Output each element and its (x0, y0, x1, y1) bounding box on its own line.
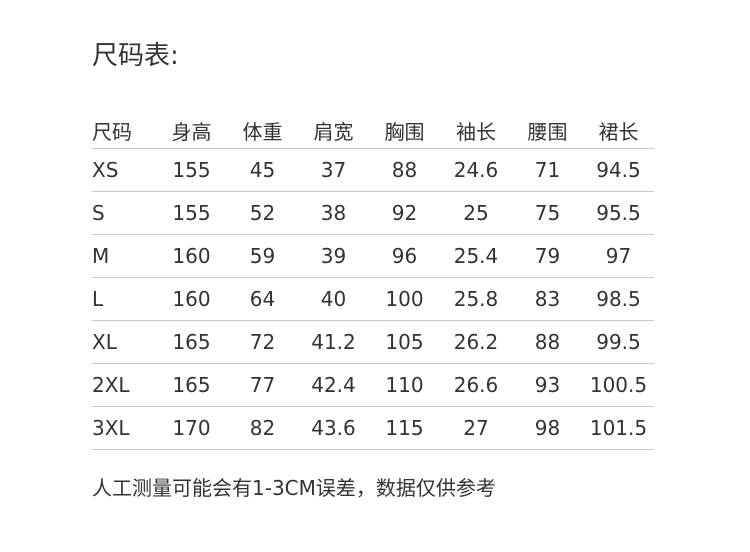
cell-shoulder-width: 43.6 (298, 406, 369, 450)
cell-bust: 100 (369, 277, 440, 321)
cell-weight: 77 (227, 363, 298, 407)
cell-height: 165 (156, 363, 227, 407)
cell-skirt-length: 99.5 (583, 320, 654, 364)
cell-size: XL (92, 320, 156, 364)
cell-skirt-length: 97 (583, 234, 654, 278)
table-row: S 155 52 38 92 25 75 95.5 (92, 191, 654, 235)
cell-skirt-length: 98.5 (583, 277, 654, 321)
cell-height: 155 (156, 148, 227, 192)
cell-bust: 88 (369, 148, 440, 192)
cell-weight: 72 (227, 320, 298, 364)
table-row: 2XL 165 77 42.4 110 26.6 93 100.5 (92, 363, 654, 407)
cell-shoulder-width: 41.2 (298, 320, 369, 364)
cell-bust: 92 (369, 191, 440, 235)
col-header-weight: 体重 (227, 112, 298, 149)
page-title: 尺码表: (92, 41, 179, 71)
cell-sleeve-length: 25.4 (440, 234, 512, 278)
cell-skirt-length: 101.5 (583, 406, 654, 450)
cell-bust: 96 (369, 234, 440, 278)
col-header-size: 尺码 (92, 112, 156, 149)
cell-size: M (92, 234, 156, 278)
cell-skirt-length: 100.5 (583, 363, 654, 407)
cell-bust: 115 (369, 406, 440, 450)
cell-weight: 52 (227, 191, 298, 235)
cell-shoulder-width: 39 (298, 234, 369, 278)
cell-weight: 64 (227, 277, 298, 321)
measurement-disclaimer: 人工测量可能会有1-3CM误差，数据仅供参考 (92, 476, 496, 500)
cell-shoulder-width: 38 (298, 191, 369, 235)
cell-height: 165 (156, 320, 227, 364)
cell-weight: 82 (227, 406, 298, 450)
size-table: 尺码 身高 体重 肩宽 胸围 袖长 腰围 裙长 XS 155 45 37 88 … (92, 112, 654, 450)
col-header-sleeve-length: 袖长 (440, 112, 512, 149)
cell-waist: 79 (512, 234, 583, 278)
cell-sleeve-length: 26.6 (440, 363, 512, 407)
table-row: XS 155 45 37 88 24.6 71 94.5 (92, 148, 654, 192)
table-row: L 160 64 40 100 25.8 83 98.5 (92, 277, 654, 321)
cell-weight: 59 (227, 234, 298, 278)
col-header-waist: 腰围 (512, 112, 583, 149)
col-header-bust: 胸围 (369, 112, 440, 149)
table-row: M 160 59 39 96 25.4 79 97 (92, 234, 654, 278)
cell-shoulder-width: 42.4 (298, 363, 369, 407)
cell-height: 170 (156, 406, 227, 450)
cell-sleeve-length: 25 (440, 191, 512, 235)
cell-bust: 110 (369, 363, 440, 407)
table-header-row: 尺码 身高 体重 肩宽 胸围 袖长 腰围 裙长 (92, 112, 654, 149)
col-header-shoulder-width: 肩宽 (298, 112, 369, 149)
cell-size: S (92, 191, 156, 235)
cell-waist: 98 (512, 406, 583, 450)
cell-size: XS (92, 148, 156, 192)
cell-sleeve-length: 24.6 (440, 148, 512, 192)
cell-waist: 83 (512, 277, 583, 321)
cell-skirt-length: 95.5 (583, 191, 654, 235)
cell-waist: 71 (512, 148, 583, 192)
col-header-height: 身高 (156, 112, 227, 149)
cell-size: 2XL (92, 363, 156, 407)
cell-waist: 75 (512, 191, 583, 235)
cell-size: 3XL (92, 406, 156, 450)
table-row: XL 165 72 41.2 105 26.2 88 99.5 (92, 320, 654, 364)
cell-bust: 105 (369, 320, 440, 364)
cell-waist: 88 (512, 320, 583, 364)
cell-waist: 93 (512, 363, 583, 407)
cell-sleeve-length: 27 (440, 406, 512, 450)
cell-height: 160 (156, 234, 227, 278)
size-chart-section: 尺码表: 尺码 身高 体重 肩宽 胸围 袖长 腰围 裙长 XS 155 (92, 41, 654, 500)
cell-height: 160 (156, 277, 227, 321)
cell-weight: 45 (227, 148, 298, 192)
cell-sleeve-length: 25.8 (440, 277, 512, 321)
cell-shoulder-width: 37 (298, 148, 369, 192)
table-row: 3XL 170 82 43.6 115 27 98 101.5 (92, 406, 654, 450)
cell-size: L (92, 277, 156, 321)
cell-shoulder-width: 40 (298, 277, 369, 321)
cell-sleeve-length: 26.2 (440, 320, 512, 364)
cell-skirt-length: 94.5 (583, 148, 654, 192)
cell-height: 155 (156, 191, 227, 235)
col-header-skirt-length: 裙长 (583, 112, 654, 149)
